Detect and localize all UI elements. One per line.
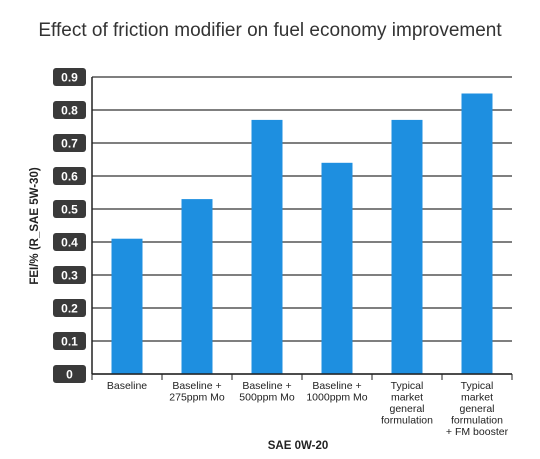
y-tick-box	[53, 233, 86, 251]
x-category-label: Baseline +500ppm Mo	[239, 380, 295, 404]
x-category-label: Typical market general formulation	[381, 380, 433, 427]
x-category-labels: Baseline Baseline +275ppm Mo Baseline +500…	[107, 380, 509, 438]
y-tick-labels: 0 0.1 0.2 0.3 0.4 0.5 0.6 0.7 0.8 0.9	[53, 68, 86, 383]
y-tick-box	[53, 332, 86, 350]
x-category-label: Baseline	[107, 380, 147, 392]
chart-title: Effect of friction modifier on fuel econ…	[38, 20, 502, 41]
y-tick-label: 0.4	[61, 236, 78, 250]
y-tick-label: 0.8	[61, 104, 78, 118]
x-axis-title: SAE 0W-20	[268, 440, 328, 452]
y-tick-label: 0.5	[61, 203, 78, 217]
gridlines	[92, 76, 512, 375]
y-tick-box	[53, 299, 86, 317]
y-axis-title: FEI/% (R_SAE 5W-30)	[29, 167, 41, 285]
y-tick-label: 0.7	[61, 137, 78, 151]
bar	[391, 119, 423, 375]
bar	[321, 162, 353, 374]
bar	[461, 93, 493, 374]
x-category-label: Typical market general formulation + FM boos…	[446, 380, 509, 438]
x-category-label: Baseline +275ppm Mo	[169, 380, 225, 404]
bar	[181, 199, 213, 374]
y-tick-box	[53, 365, 86, 383]
axes	[91, 77, 513, 380]
y-tick-label: 0.6	[61, 170, 78, 184]
y-tick-box	[53, 266, 86, 284]
y-tick-label: 0.1	[61, 335, 78, 349]
bar	[111, 238, 143, 374]
y-tick-label: 0.2	[61, 302, 78, 316]
y-tick-box	[53, 134, 86, 152]
y-tick-box	[53, 68, 86, 86]
y-tick-box	[53, 101, 86, 119]
bars	[111, 93, 493, 375]
y-tick-box	[53, 167, 86, 185]
bar	[251, 119, 283, 375]
y-tick-label: 0.9	[61, 71, 78, 85]
x-category-label: Baseline +1000ppm Mo	[306, 380, 367, 404]
y-tick-box	[53, 200, 86, 218]
y-tick-label: 0	[66, 368, 73, 382]
y-tick-label: 0.3	[61, 269, 78, 283]
